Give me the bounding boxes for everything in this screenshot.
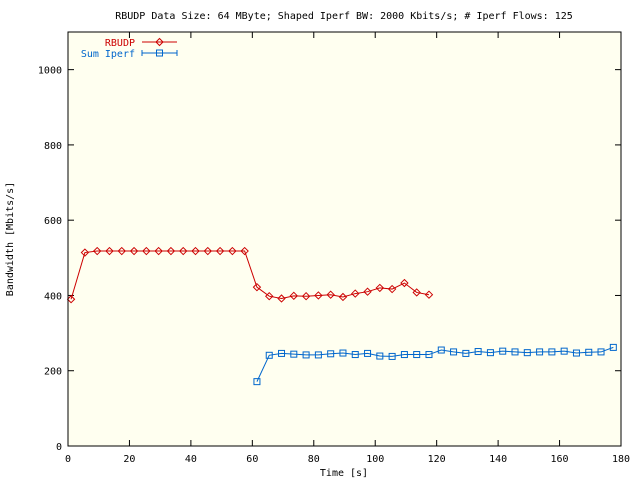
series-1-point	[129, 246, 139, 256]
series-1-point	[387, 284, 397, 294]
series-1-point	[154, 246, 163, 256]
x-tick-label: 0	[65, 454, 71, 465]
series-2-point	[364, 349, 372, 357]
series-2-point	[290, 350, 298, 358]
series-1-point	[400, 278, 409, 288]
series-2-point	[536, 348, 544, 356]
series-2-point	[609, 343, 617, 351]
series-1-point	[105, 246, 114, 256]
series-1-point	[142, 246, 151, 256]
x-tick-label: 140	[489, 454, 507, 465]
series-1-point	[66, 295, 76, 304]
series-1-point	[424, 290, 434, 299]
legend-marker-1	[155, 37, 164, 47]
series-2-point	[425, 351, 433, 359]
series-2-point	[339, 349, 347, 357]
series-1-point	[412, 288, 421, 297]
series-2-point	[572, 349, 580, 357]
series-1-point	[203, 246, 212, 256]
y-tick-label: 0	[56, 442, 62, 453]
series-1-point	[166, 246, 176, 256]
series-2-point	[413, 351, 421, 359]
series-1-point	[191, 246, 200, 256]
y-tick-label: 1000	[38, 66, 62, 77]
series-1-point	[240, 246, 249, 256]
series-1-point	[375, 283, 385, 293]
series-2-point	[327, 350, 335, 358]
series-layer	[66, 246, 617, 386]
series-2-point	[265, 351, 273, 359]
y-tick-label: 800	[44, 141, 62, 152]
series-2-point	[597, 348, 605, 356]
x-tick-label: 20	[123, 454, 135, 465]
x-tick-label: 100	[366, 454, 384, 465]
series-2-point	[437, 346, 445, 354]
x-axis-label: Time [s]	[320, 468, 368, 479]
x-tick-label: 60	[246, 454, 258, 465]
series-2-point	[499, 347, 507, 355]
y-tick-label: 200	[44, 367, 62, 378]
series-2-point	[523, 349, 531, 357]
y-tick-label: 600	[44, 216, 62, 227]
series-1-point	[277, 294, 286, 303]
series-line-1	[70, 250, 430, 300]
series-2-point	[585, 348, 593, 356]
plot-frame	[67, 31, 622, 447]
series-2-point	[376, 352, 384, 360]
series-1-point	[338, 292, 348, 302]
series-1-point	[314, 291, 323, 300]
series-2-point	[560, 347, 568, 355]
series-1-point	[179, 246, 188, 256]
legend-label-1: RBUDP	[105, 38, 135, 49]
x-tick-label: 120	[428, 454, 446, 465]
x-tick-label: 40	[185, 454, 197, 465]
series-1-point	[80, 248, 90, 257]
x-tick-label: 160	[551, 454, 569, 465]
series-2-point	[548, 348, 556, 356]
series-1-point	[289, 291, 299, 301]
y-axis-label: Bandwidth [Mbits/s]	[5, 182, 16, 296]
series-1-point	[301, 292, 311, 301]
series-2-point	[450, 348, 458, 356]
legend-label-2: Sum Iperf	[81, 49, 135, 60]
series-2-point	[486, 349, 494, 357]
series-2-point	[388, 352, 396, 360]
plot-background	[68, 32, 621, 446]
series-2-point	[314, 351, 322, 359]
series-2-point	[253, 378, 261, 386]
chart-title: RBUDP Data Size: 64 MByte; Shaped Iperf …	[115, 11, 573, 22]
series-1-point	[228, 246, 237, 256]
x-tick-label: 180	[612, 454, 630, 465]
series-2-point	[351, 351, 359, 359]
y-tick-label: 400	[44, 291, 62, 302]
series-2-point	[474, 348, 482, 356]
series-1-point	[326, 290, 335, 299]
series-2-point	[278, 349, 286, 357]
series-2-point	[462, 349, 470, 357]
x-tick-label: 80	[308, 454, 320, 465]
series-2-point	[302, 351, 310, 359]
legend-marker-2	[156, 49, 163, 57]
series-1-point	[215, 246, 225, 256]
series-1-point	[117, 246, 126, 256]
series-1-point	[252, 282, 262, 292]
series-1-point	[265, 292, 274, 301]
series-1-point	[363, 287, 372, 296]
series-1-point	[92, 246, 102, 256]
series-2-point	[400, 351, 408, 359]
series-line-2	[256, 346, 614, 382]
series-2-point	[511, 348, 519, 356]
series-1-point	[351, 289, 360, 298]
